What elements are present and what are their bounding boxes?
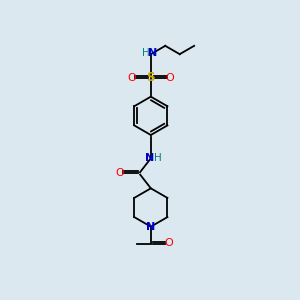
Text: O: O <box>127 73 136 82</box>
Text: H: H <box>142 48 149 58</box>
Text: N: N <box>148 48 157 58</box>
Text: O: O <box>164 238 173 248</box>
Text: O: O <box>166 73 174 82</box>
Text: O: O <box>116 167 124 178</box>
Text: H: H <box>154 153 162 163</box>
Text: S: S <box>147 71 155 84</box>
Text: N: N <box>145 153 154 163</box>
Text: N: N <box>146 222 155 232</box>
